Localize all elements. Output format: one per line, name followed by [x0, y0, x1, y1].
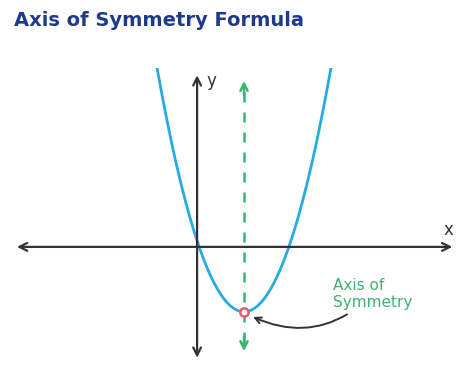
Text: y: y	[207, 73, 216, 90]
Text: Axis of Symmetry Formula: Axis of Symmetry Formula	[14, 11, 304, 30]
Text: x: x	[444, 221, 454, 239]
Text: Axis of
Symmetry: Axis of Symmetry	[255, 278, 412, 328]
